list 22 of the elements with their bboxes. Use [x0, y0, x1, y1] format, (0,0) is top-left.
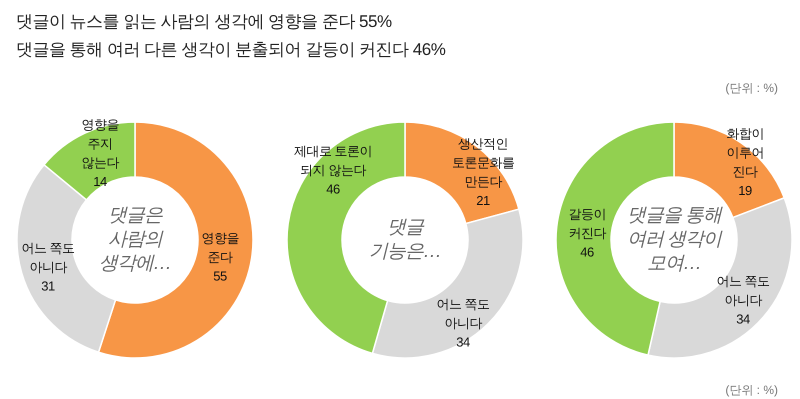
data-label: 34 [736, 312, 750, 326]
chart-subtitle: 댓글을 통해 여러 다른 생각이 분출되어 갈등이 커진다 46% [16, 39, 446, 61]
data-label: 55 [213, 268, 227, 284]
slice-label: 영향을 주지 않는다 [81, 117, 119, 170]
data-label: 14 [93, 174, 107, 189]
data-label: 46 [326, 182, 340, 196]
slice-label: 어느 쪽도 아니다 [436, 296, 490, 330]
text: 댓글을 통해 여러 생각이 모여… [626, 205, 722, 274]
slice-label: 어느 쪽도 아니다 [716, 274, 770, 308]
text: 댓글 기능은… [368, 216, 442, 264]
slice-label: 어느 쪽도 아니다 [21, 240, 75, 274]
data-label: 34 [456, 334, 470, 350]
text: (단위 : %) [725, 80, 778, 97]
text: 댓글은 사람의 생각에… [98, 204, 172, 276]
data-label: 19 [738, 183, 752, 198]
data-label: 21 [476, 193, 490, 208]
chart-title: 댓글이 뉴스를 읽는 사람의 생각에 영향을 준다 55% [16, 11, 392, 33]
data-label: 31 [41, 278, 55, 294]
slice-label: 갈등이 커진다 [568, 206, 606, 240]
data-label: 46 [580, 244, 594, 260]
text: (단위 : %) [725, 382, 778, 399]
slice-label: 영향을 준다 [201, 230, 239, 264]
